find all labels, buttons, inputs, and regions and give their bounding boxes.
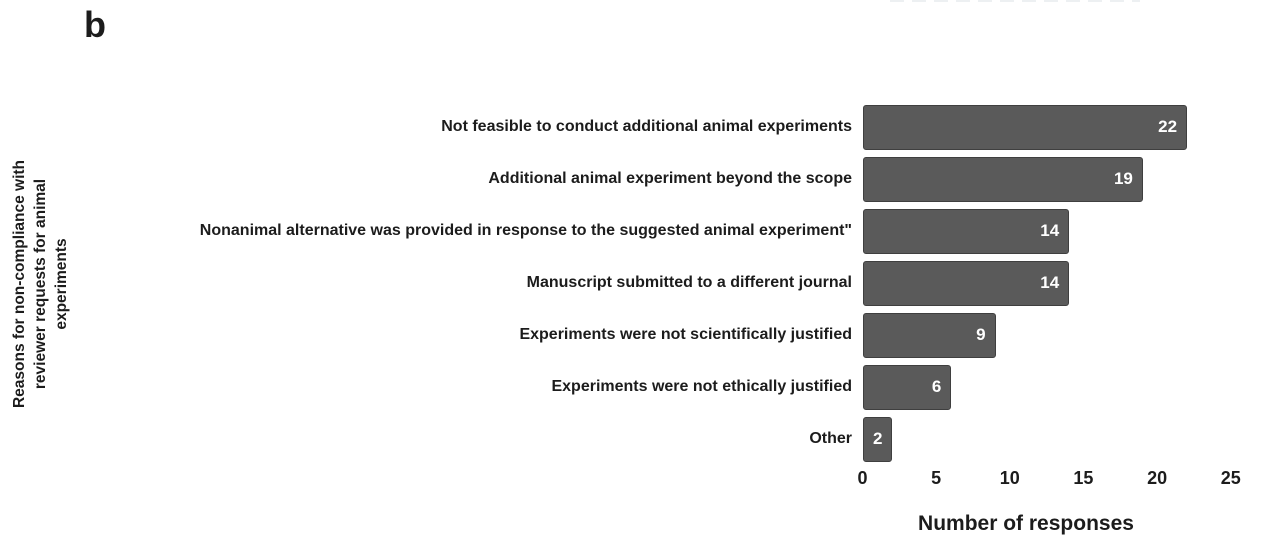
- bar-row: Additional animal experiment beyond the …: [0, 153, 1286, 205]
- bar: 9: [863, 312, 996, 358]
- x-tick-label: 5: [931, 468, 942, 488]
- x-tick-label: 15: [1073, 468, 1094, 488]
- category-label: Experiments were not ethically justified: [551, 378, 852, 396]
- category-label: Additional animal experiment beyond the …: [488, 170, 852, 188]
- bar: 2: [863, 416, 893, 462]
- bar-row: Other 2: [0, 413, 1286, 465]
- bar: 14: [863, 208, 1070, 254]
- category-label: Experiments were not scientifically just…: [519, 326, 852, 344]
- bar-row: Not feasible to conduct additional anima…: [0, 101, 1286, 153]
- bar-value-label: 9: [976, 325, 986, 344]
- bar-value-label: 14: [1040, 221, 1060, 240]
- bar-row: Experiments were not ethically justified…: [0, 361, 1286, 413]
- x-tick-label: 0: [857, 468, 868, 488]
- bar-row: Manuscript submitted to a different jour…: [0, 257, 1286, 309]
- bar: 6: [863, 364, 952, 410]
- bar-value-label: 22: [1158, 117, 1178, 136]
- bars-area: Not feasible to conduct additional anima…: [0, 101, 1286, 465]
- bar-value-label: 6: [931, 377, 942, 396]
- bar-value-label: 14: [1040, 273, 1060, 292]
- category-label: Other: [809, 430, 852, 448]
- crop-artifact: [890, 0, 1140, 2]
- x-tick-label: 20: [1147, 468, 1168, 488]
- category-label: Manuscript submitted to a different jour…: [526, 274, 852, 292]
- bar-row: Experiments were not scientifically just…: [0, 309, 1286, 361]
- bar: 14: [863, 260, 1070, 306]
- x-axis-tick-labels: 0 5 10 15 20 25: [0, 468, 1286, 494]
- bar-row: Nonanimal alternative was provided in re…: [0, 205, 1286, 257]
- x-tick-label: 25: [1220, 468, 1241, 488]
- bar: 19: [863, 156, 1143, 202]
- bar-value-label: 2: [872, 429, 883, 448]
- bar: 22: [863, 104, 1188, 150]
- bar-value-label: 19: [1113, 169, 1133, 188]
- x-tick-label: 10: [999, 468, 1020, 488]
- x-axis-title: Number of responses: [918, 512, 1134, 535]
- category-label: Not feasible to conduct additional anima…: [441, 118, 852, 136]
- category-label: Nonanimal alternative was provided in re…: [199, 222, 852, 240]
- panel-letter: b: [84, 4, 106, 45]
